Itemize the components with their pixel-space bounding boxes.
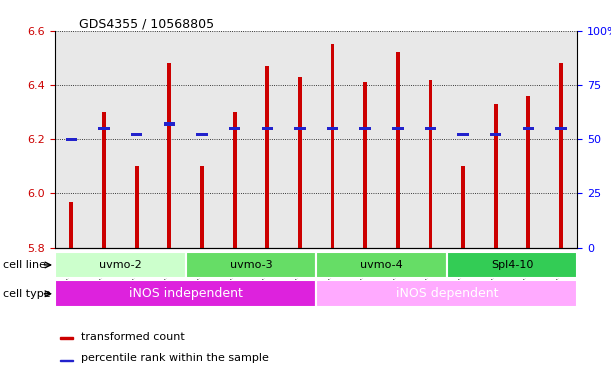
- Bar: [559, 63, 563, 248]
- Bar: [60, 360, 73, 361]
- Text: transformed count: transformed count: [81, 332, 185, 342]
- Bar: [461, 166, 465, 248]
- Bar: [494, 104, 498, 248]
- Bar: [55, 280, 316, 307]
- Text: uvmo-3: uvmo-3: [230, 260, 273, 270]
- Text: cell type: cell type: [3, 289, 51, 299]
- Bar: [102, 112, 106, 248]
- Text: iNOS independent: iNOS independent: [129, 287, 243, 300]
- Bar: [428, 79, 433, 248]
- Bar: [229, 127, 240, 130]
- Bar: [359, 127, 371, 130]
- Text: percentile rank within the sample: percentile rank within the sample: [81, 353, 269, 362]
- Text: GDS4355 / 10568805: GDS4355 / 10568805: [79, 17, 214, 30]
- Bar: [98, 127, 110, 130]
- Bar: [131, 133, 142, 136]
- Bar: [294, 127, 306, 130]
- Bar: [200, 166, 204, 248]
- Bar: [316, 252, 447, 278]
- Bar: [522, 127, 534, 130]
- Bar: [447, 252, 577, 278]
- Bar: [60, 337, 73, 339]
- Bar: [490, 133, 502, 136]
- Bar: [363, 82, 367, 248]
- Bar: [331, 44, 334, 248]
- Bar: [262, 127, 273, 130]
- Bar: [134, 166, 139, 248]
- Bar: [527, 96, 530, 248]
- Bar: [164, 122, 175, 126]
- Bar: [233, 112, 236, 248]
- Bar: [327, 127, 338, 130]
- Bar: [555, 127, 567, 130]
- Bar: [316, 280, 577, 307]
- Bar: [167, 63, 171, 248]
- Bar: [392, 127, 403, 130]
- Bar: [425, 127, 436, 130]
- Text: uvmo-4: uvmo-4: [360, 260, 403, 270]
- Bar: [298, 77, 302, 248]
- Bar: [196, 133, 208, 136]
- Text: uvmo-2: uvmo-2: [99, 260, 142, 270]
- Bar: [186, 252, 316, 278]
- Text: Spl4-10: Spl4-10: [491, 260, 533, 270]
- Bar: [265, 66, 269, 248]
- Text: cell line: cell line: [3, 260, 46, 270]
- Bar: [55, 252, 186, 278]
- Bar: [65, 137, 77, 141]
- Bar: [458, 133, 469, 136]
- Bar: [396, 52, 400, 248]
- Bar: [70, 202, 73, 248]
- Text: iNOS dependent: iNOS dependent: [395, 287, 498, 300]
